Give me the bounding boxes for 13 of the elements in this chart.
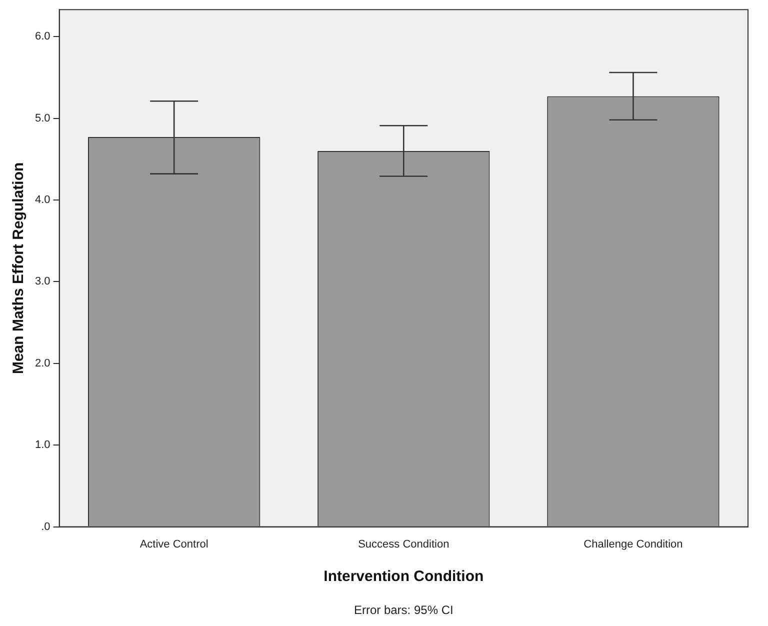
y-tick-label: 5.0 (34, 112, 50, 124)
text: Error bars: 95% CI (354, 603, 454, 617)
x-tick-label: Active Control (140, 538, 208, 550)
x-axis-title: Intervention Condition (324, 568, 484, 586)
y-axis-title: Mean Maths Effort Regulation (10, 162, 28, 374)
x-tick-label: Success Condition (358, 538, 450, 550)
y-tick-label: 3.0 (34, 276, 50, 288)
y-tick-label: .0 (41, 520, 50, 533)
x-tick-label: Challenge Condition (584, 538, 683, 550)
y-tick-label: 4.0 (34, 194, 50, 206)
y-tick-label: 1.0 (34, 439, 50, 452)
y-tick-label: 2.0 (34, 357, 50, 370)
y-tick-label: 6.0 (34, 30, 50, 43)
